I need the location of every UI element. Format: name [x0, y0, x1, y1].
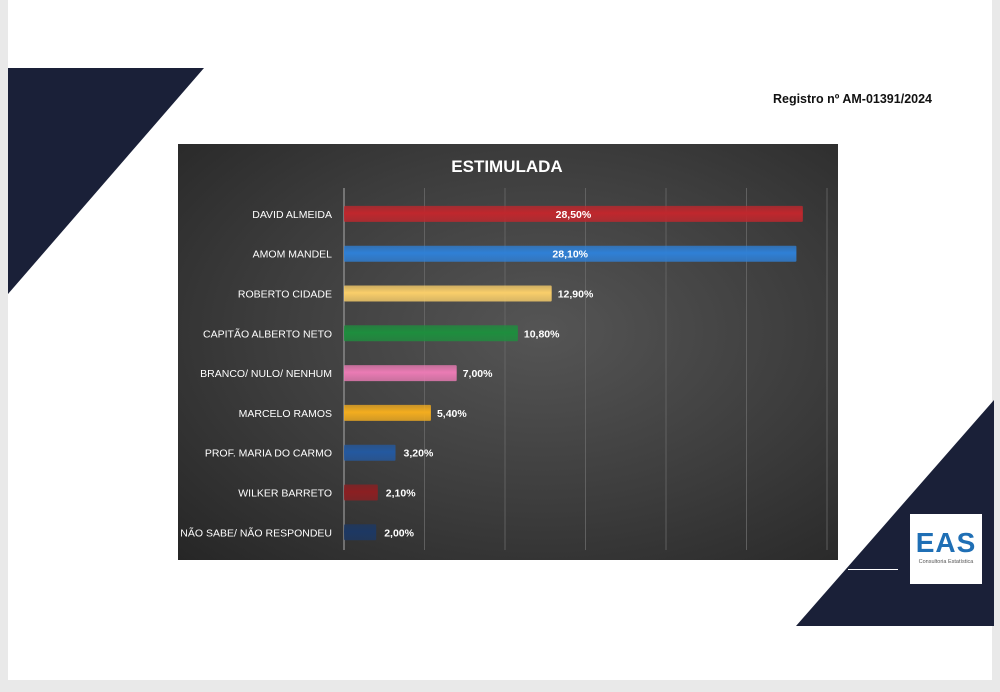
bar	[344, 444, 396, 461]
category-label: PROF. MARIA DO CARMO	[205, 448, 332, 460]
eas-logo: EAS Consultoria Estatística	[910, 514, 982, 584]
bar	[344, 205, 803, 222]
data-label: 2,00%	[384, 527, 414, 539]
data-label: 10,80%	[524, 328, 560, 340]
data-label: 28,50%	[556, 209, 592, 221]
logo-mark: EAS	[915, 527, 977, 558]
data-label: 5,40%	[437, 408, 467, 420]
bar	[344, 325, 518, 342]
bar	[344, 524, 377, 541]
chart-panel: ESTIMULADA DAVID ALMEIDA 28,50% AMOM MANDEL…	[178, 144, 838, 560]
data-label: 12,90%	[558, 289, 594, 301]
chart-title: ESTIMULADA	[451, 157, 562, 176]
data-label: 2,10%	[386, 488, 416, 500]
category-label: AMOM MANDEL	[253, 249, 333, 261]
category-label: ROBERTO CIDADE	[238, 289, 332, 301]
data-label: 7,00%	[463, 368, 493, 380]
category-label: MARCELO RAMOS	[239, 408, 332, 420]
registration-number: Registro nº AM-01391/2024	[772, 92, 932, 106]
bar	[344, 365, 457, 382]
bar	[344, 484, 378, 501]
bar-chart: ESTIMULADA DAVID ALMEIDA 28,50% AMOM MANDEL…	[180, 157, 828, 550]
bar	[344, 245, 797, 262]
data-label: 28,10%	[552, 249, 588, 261]
category-label: BRANCO/ NULO/ NENHUM	[200, 368, 332, 380]
category-label: WILKER BARRETO	[238, 488, 332, 500]
data-label: 3,20%	[404, 448, 434, 460]
logo-subtitle: Consultoria Estatística	[918, 559, 974, 565]
bar	[344, 285, 552, 302]
category-label: DAVID ALMEIDA	[252, 209, 332, 221]
category-label: NÃO SABE/ NÃO RESPONDEU	[180, 526, 332, 539]
logo-divider	[848, 569, 898, 570]
category-label: CAPITÃO ALBERTO NETO	[203, 327, 332, 340]
bar	[344, 404, 431, 421]
